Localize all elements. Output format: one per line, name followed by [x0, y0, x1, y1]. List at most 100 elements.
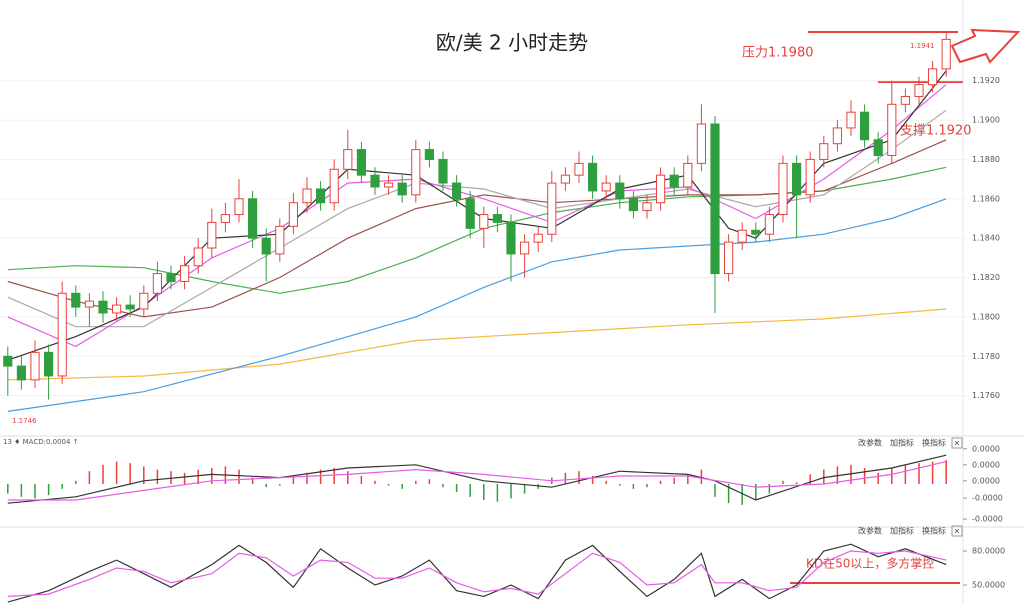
candle-body — [424, 149, 434, 160]
y-tick-label: 0.0000 — [972, 444, 1000, 453]
candle-body — [492, 214, 502, 223]
candle-body — [30, 351, 40, 381]
candle-body — [900, 95, 910, 105]
panel-button[interactable]: 换指标 — [922, 526, 946, 536]
candle-body — [275, 225, 285, 255]
candle-body — [764, 214, 774, 235]
candle-body — [125, 304, 135, 310]
y-tick-label: 1.1800 — [972, 312, 1000, 321]
indicator-line — [7, 198, 947, 412]
candle-body — [574, 162, 584, 176]
indicator-line — [7, 454, 947, 504]
candle-body — [370, 174, 380, 188]
indicator-line — [7, 84, 947, 348]
y-tick-label: 1.1920 — [972, 76, 1000, 85]
annotation: KD在50以上，多方掌控 — [806, 556, 934, 571]
candle-body — [724, 241, 734, 275]
candle-body — [601, 182, 611, 192]
candle-body — [152, 273, 162, 294]
candle-body — [805, 158, 815, 196]
candle-body — [887, 103, 897, 156]
candle-body — [628, 198, 638, 212]
candle-body — [873, 139, 883, 156]
y-tick-label: 50.0000 — [972, 581, 1005, 590]
candle-body — [438, 158, 448, 184]
y-tick-label: -0.0000 — [972, 515, 1003, 524]
candle-body — [588, 162, 598, 192]
candle-body — [778, 162, 788, 216]
panel-button[interactable]: 加指标 — [890, 526, 914, 536]
candle-body — [356, 149, 366, 176]
candle-body — [928, 68, 938, 86]
candle-body — [696, 123, 706, 164]
candle-body — [316, 188, 326, 204]
candle-body — [112, 304, 122, 314]
y-tick-label: 1.1880 — [972, 155, 1000, 164]
candle-body — [302, 188, 312, 204]
candle-body — [506, 221, 516, 255]
candle-body — [343, 149, 353, 170]
y-tick-label: 0.0000 — [972, 460, 1000, 469]
indicator-line — [7, 166, 947, 294]
panel-button[interactable]: 加指标 — [890, 438, 914, 448]
y-tick-label: 0.0000 — [972, 476, 1000, 485]
candle-body — [220, 214, 230, 223]
annotation: 1.1746 — [12, 417, 37, 425]
close-box — [951, 437, 963, 449]
candle-body — [288, 202, 298, 227]
candle-body — [792, 162, 802, 196]
annotation: 支撑1.1920 — [900, 124, 972, 139]
candle-body — [710, 123, 720, 275]
candle-body — [479, 214, 489, 229]
candle-body — [751, 229, 761, 235]
candle-body — [71, 292, 81, 308]
candle-body — [234, 198, 244, 216]
candle-body — [98, 300, 108, 314]
candle-body — [139, 292, 149, 310]
candle-body — [832, 127, 842, 145]
indicator-line — [7, 461, 947, 501]
panel-button[interactable]: × — [954, 439, 961, 448]
candle-body — [547, 182, 557, 235]
panel-button[interactable]: 改参数 — [858, 526, 882, 536]
panel-button[interactable]: 改参数 — [858, 438, 882, 448]
y-tick-label: 80.0000 — [972, 547, 1005, 556]
candle-body — [3, 355, 13, 367]
candle-body — [615, 182, 625, 200]
panel-button[interactable]: 换指标 — [922, 438, 946, 448]
candle-body — [180, 265, 190, 282]
candle-body — [207, 221, 217, 249]
panel-button[interactable]: × — [954, 527, 961, 536]
y-tick-label: -0.0000 — [972, 494, 1003, 503]
candle-body — [16, 365, 26, 381]
candle-body — [397, 182, 407, 196]
macd-header: 13 ♦ MACD:0.0004 ↑ — [3, 438, 79, 446]
candle-body — [914, 84, 924, 97]
chart-title: 欧/美 2 小时走势 — [436, 31, 588, 55]
candle-body — [846, 111, 856, 129]
annotation: 压力1.1980 — [742, 46, 814, 61]
y-tick-label: 1.1760 — [972, 391, 1000, 400]
candle-body — [860, 111, 870, 141]
candle-body — [248, 198, 258, 239]
indicator-line — [7, 109, 947, 328]
candle-body — [683, 162, 693, 188]
candle-body — [57, 292, 67, 377]
candle-body — [44, 351, 54, 377]
candle-body — [560, 174, 570, 184]
indicator-line — [7, 70, 947, 361]
candle-body — [520, 241, 530, 255]
candle-body — [84, 300, 94, 308]
candle-body — [452, 182, 462, 200]
y-tick-label: 1.1780 — [972, 352, 1000, 361]
candle-body — [261, 237, 271, 255]
candle-body — [819, 143, 829, 160]
candle-body — [642, 202, 652, 212]
indicator-line — [7, 550, 947, 597]
y-tick-label: 1.1900 — [972, 116, 1000, 125]
candle-body — [465, 198, 475, 229]
candle-body — [941, 38, 951, 70]
candle-body — [329, 168, 339, 204]
y-tick-label: 1.1820 — [972, 273, 1000, 282]
